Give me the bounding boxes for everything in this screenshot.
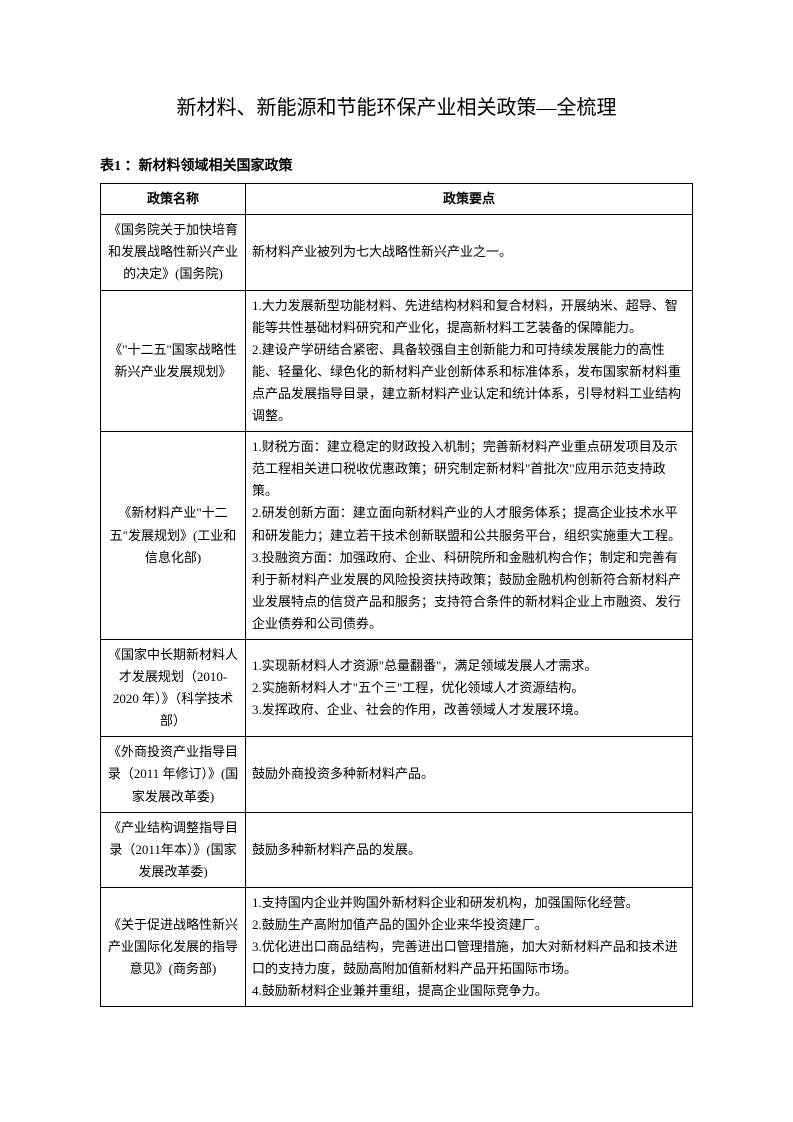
policy-points-cell: 1.实现新材料人才资源"总量翻番"，满足领域发展人才需求。2.实施新材料人才"五… (246, 639, 693, 736)
policy-name-cell: 《国家中长期新材料人才发展规划（2010-2020 年）》（科学技术部） (101, 639, 246, 736)
policy-point: 鼓励多种新材料产品的发展。 (252, 839, 686, 861)
policy-point: 1.大力发展新型功能材料、先进结构材料和复合材料，开展纳米、超导、智能等共性基础… (252, 295, 686, 339)
table-row: 《产业结构调整指导目录（2011年本）》(国家发展改革委) 鼓励多种新材料产品的发… (101, 812, 693, 887)
policy-point: 3.投融资方面：加强政府、企业、科研院所和金融机构合作；制定和完善有利于新材料产… (252, 547, 686, 635)
policy-name-cell: 《产业结构调整指导目录（2011年本）》(国家发展改革委) (101, 812, 246, 887)
table-row: 《国务院关于加快培育和发展战略性新兴产业的决定》(国务院) 新材料产业被列为七大战… (101, 215, 693, 290)
table-row: 《新材料产业"十二五"发展规划》(工业和信息化部)1.财税方面：建立稳定的财政投… (101, 432, 693, 640)
policy-name-cell: 《国务院关于加快培育和发展战略性新兴产业的决定》(国务院) (101, 215, 246, 290)
policy-points-cell: 鼓励多种新材料产品的发展。 (246, 812, 693, 887)
policy-point: 4.鼓励新材料企业兼并重组，提高企业国际竞争力。 (252, 980, 686, 1002)
policy-name-cell: 《外商投资产业指导目录（2011 年修订）》(国家发展改革委) (101, 737, 246, 812)
table-caption: 表1 ：新材料领域相关国家政策 (100, 154, 693, 179)
policy-table: 政策名称 政策要点 《国务院关于加快培育和发展战略性新兴产业的决定》(国务院) 新… (100, 183, 693, 1007)
col-header-points: 政策要点 (246, 184, 693, 215)
policy-point: 2.实施新材料人才"五个三"工程，优化领域人才资源结构。 (252, 677, 686, 699)
policy-point: 1.支持国内企业并购国外新材料企业和研发机构，加强国际化经营。 (252, 892, 686, 914)
policy-point: 1.实现新材料人才资源"总量翻番"，满足领域发展人才需求。 (252, 655, 686, 677)
policy-name-cell: 《"十二五"国家战略性新兴产业发展规划》 (101, 290, 246, 432)
policy-name-cell: 《新材料产业"十二五"发展规划》(工业和信息化部) (101, 432, 246, 640)
policy-points-cell: 新材料产业被列为七大战略性新兴产业之一。 (246, 215, 693, 290)
policy-point: 新材料产业被列为七大战略性新兴产业之一。 (252, 241, 686, 263)
table-row: 《"十二五"国家战略性新兴产业发展规划》1.大力发展新型功能材料、先进结构材料和… (101, 290, 693, 432)
table-row: 《国家中长期新材料人才发展规划（2010-2020 年）》（科学技术部）1.实现… (101, 639, 693, 736)
table-header-row: 政策名称 政策要点 (101, 184, 693, 215)
policy-point: 2.鼓励生产高附加值产品的国外企业来华投资建厂。 (252, 914, 686, 936)
table-row: 《外商投资产业指导目录（2011 年修订）》(国家发展改革委) 鼓励外商投资多种新… (101, 737, 693, 812)
policy-point: 鼓励外商投资多种新材料产品。 (252, 763, 686, 785)
policy-point: 2.建设产学研结合紧密、具备较强自主创新能力和可持续发展能力的高性能、轻量化、绿… (252, 339, 686, 427)
policy-point: 3.优化进出口商品结构，完善进出口管理措施，加大对新材料产品和技术进口的支持力度… (252, 936, 686, 980)
table-body: 《国务院关于加快培育和发展战略性新兴产业的决定》(国务院) 新材料产业被列为七大战… (101, 215, 693, 1007)
policy-points-cell: 1.大力发展新型功能材料、先进结构材料和复合材料，开展纳米、超导、智能等共性基础… (246, 290, 693, 432)
policy-points-cell: 1.财税方面：建立稳定的财政投入机制；完善新材料产业重点研发项目及示范工程相关进… (246, 432, 693, 640)
policy-point: 3.发挥政府、企业、社会的作用，改善领域人才发展环境。 (252, 699, 686, 721)
policy-point: 1.财税方面：建立稳定的财政投入机制；完善新材料产业重点研发项目及示范工程相关进… (252, 436, 686, 502)
policy-point: 2.研发创新方面：建立面向新材料产业的人才服务体系；提高企业技术水平和研发能力；… (252, 502, 686, 546)
policy-points-cell: 1.支持国内企业并购国外新材料企业和研发机构，加强国际化经营。2.鼓励生产高附加… (246, 887, 693, 1006)
col-header-name: 政策名称 (101, 184, 246, 215)
policy-points-cell: 鼓励外商投资多种新材料产品。 (246, 737, 693, 812)
table-row: 《关于促进战略性新兴产业国际化发展的指导意见》(商务部)1.支持国内企业并购国外… (101, 887, 693, 1006)
page-title: 新材料、新能源和节能环保产业相关政策—全梳理 (100, 90, 693, 126)
policy-name-cell: 《关于促进战略性新兴产业国际化发展的指导意见》(商务部) (101, 887, 246, 1006)
